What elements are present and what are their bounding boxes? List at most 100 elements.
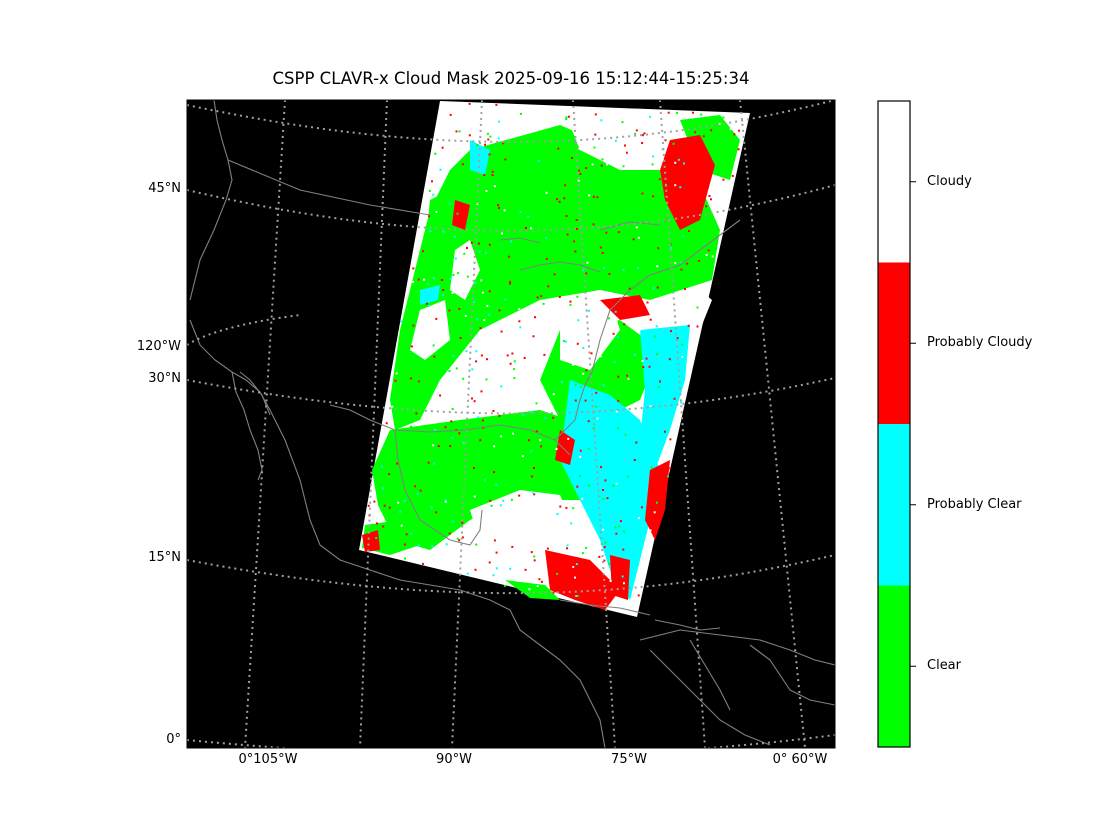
- cloud-mask-pixel: [738, 129, 740, 132]
- cloud-mask-pixel: [513, 360, 516, 363]
- cloud-mask-pixel: [518, 308, 521, 310]
- cloud-mask-pixel: [493, 350, 496, 353]
- cloud-mask-pixel: [506, 354, 509, 357]
- cloud-mask-pixel: [587, 447, 590, 450]
- cloud-mask-pixel: [564, 184, 567, 187]
- cloud-mask-pixel: [539, 439, 542, 442]
- cloud-mask-pixel: [587, 420, 590, 423]
- cloud-mask-pixel: [535, 402, 538, 405]
- cloud-mask-pixel: [667, 475, 669, 478]
- cloud-mask-pixel: [403, 499, 406, 502]
- cloud-mask-pixel: [384, 537, 387, 540]
- cloud-mask-pixel: [595, 391, 598, 394]
- cloud-mask-pixel: [606, 497, 609, 500]
- cloud-mask-pixel: [451, 408, 454, 410]
- cloud-mask-pixel: [622, 165, 625, 168]
- cloud-mask-pixel: [604, 541, 607, 544]
- cloud-mask-pixel: [600, 164, 603, 167]
- cloud-mask-pixel: [579, 172, 582, 175]
- cloud-mask-pixel: [455, 367, 458, 370]
- cloud-mask-pixel: [478, 242, 480, 245]
- lon-tick-60w: 0° 60°W: [772, 752, 828, 767]
- cloud-mask-pixel: [565, 116, 568, 119]
- cloud-mask-pixel: [629, 276, 631, 278]
- cloud-mask-pixel: [493, 539, 496, 542]
- cloud-mask-pixel: [600, 466, 602, 469]
- cloud-mask-pixel: [564, 340, 567, 343]
- cloud-mask-pixel: [490, 461, 493, 464]
- cloud-mask-pixel: [488, 290, 491, 293]
- cloud-mask-pixel: [617, 399, 620, 402]
- cloud-mask-pixel: [489, 499, 492, 502]
- cloud-mask-pixel: [399, 510, 401, 513]
- graticule-line-4: [187, 100, 835, 143]
- cloud-mask-pixel: [540, 295, 543, 298]
- cloud-mask-pixel: [478, 250, 481, 253]
- coastline-8: [519, 261, 601, 273]
- cloud-mask-pixel: [700, 113, 703, 116]
- cloud-mask-pixel: [552, 393, 555, 396]
- cloud-mask-pixel: [495, 551, 498, 554]
- cloud-mask-pixel: [415, 412, 418, 415]
- cloud-mask-pixel: [511, 149, 514, 152]
- cloud-mask-pixel: [487, 138, 490, 141]
- cloud-mask-pixel: [625, 151, 628, 154]
- cloud-mask-pixel: [669, 467, 672, 470]
- cloud-mask-pixel: [567, 437, 570, 440]
- lat-tick-30: 30°N: [148, 371, 181, 386]
- lon-tick-75w: 75°W: [611, 752, 647, 767]
- cloud-mask-pixel: [461, 521, 464, 524]
- cloud-mask-pixel: [503, 209, 506, 212]
- cloud-mask-pixel: [731, 174, 734, 177]
- cloud-mask-pixel: [658, 178, 661, 181]
- cloud-mask-pixel: [664, 139, 667, 142]
- cloud-mask-pixel: [466, 572, 469, 575]
- cloud-mask-pixel: [463, 252, 466, 255]
- cloud-mask-pixel: [582, 347, 585, 349]
- cloud-mask-pixel: [608, 382, 611, 385]
- coastline-10: [599, 221, 661, 231]
- cloud-mask-pixel: [599, 565, 602, 568]
- cloud-mask-pixel: [504, 445, 507, 448]
- cloud-mask-pixel: [485, 251, 487, 254]
- cloud-mask-pixel: [404, 557, 407, 560]
- cloud-mask-pixel: [602, 528, 605, 531]
- cloud-mask-pixel: [493, 228, 496, 231]
- cloud-mask-pixel: [426, 299, 429, 302]
- cloud-mask-pixel: [497, 137, 500, 140]
- cloud-mask-pixel: [598, 555, 601, 558]
- cloud-mask-pixel: [584, 399, 587, 402]
- cloud-mask-pixel: [722, 116, 725, 119]
- cloud-mask-pixel: [579, 385, 582, 388]
- cloud-mask-pixel: [545, 191, 548, 194]
- cloud-mask-pixel: [615, 482, 618, 485]
- cloud-mask-pixel: [603, 331, 606, 334]
- cloud-mask-pixel: [656, 265, 659, 268]
- cloud-mask-pixel: [613, 361, 616, 364]
- cloud-mask-pixel: [500, 385, 503, 388]
- cloud-mask-pixel: [594, 465, 597, 468]
- cloud-mask-pixel: [513, 377, 516, 380]
- cloud-mask-pixel: [556, 513, 559, 515]
- cloud-mask-pixel: [602, 294, 605, 297]
- cloud-mask-pixel: [494, 319, 497, 322]
- cloud-mask-pixel: [417, 380, 420, 383]
- cloud-mask-pixel: [502, 499, 505, 502]
- cloud-mask-pixel: [656, 286, 659, 289]
- cloud-mask-pixel: [674, 262, 677, 265]
- cloud-mask-pixel: [609, 580, 612, 582]
- cloud-mask-pixel: [621, 575, 624, 578]
- cloud-mask-pixel: [395, 372, 398, 375]
- cloud-mask-pixel: [589, 192, 592, 195]
- cloud-mask-pixel: [679, 186, 682, 189]
- coastline-0: [189, 100, 233, 301]
- cloud-mask-pixel: [520, 413, 523, 416]
- cloud-mask-pixel: [458, 175, 461, 178]
- cloud-mask-pixel: [674, 184, 677, 187]
- cloud-mask-pixel: [436, 255, 439, 258]
- colorbar-segment-clear: [878, 585, 910, 747]
- cloud-mask-pixel: [600, 520, 603, 523]
- cloud-mask-pixel: [633, 353, 636, 356]
- cloud-mask-pixel: [490, 567, 493, 569]
